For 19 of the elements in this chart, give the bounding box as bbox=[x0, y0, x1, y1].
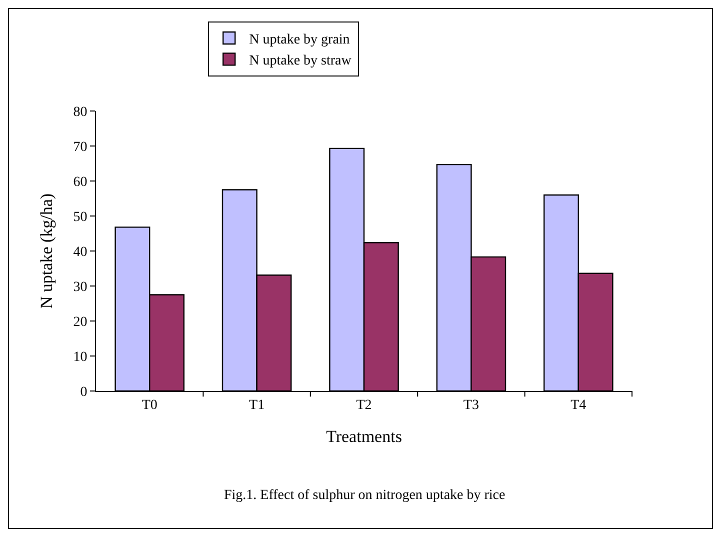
x-tick-label: T3 bbox=[463, 398, 479, 413]
y-tick-label: 70 bbox=[73, 140, 88, 155]
x-tick-label: T0 bbox=[142, 398, 158, 413]
legend-label: N uptake by straw bbox=[249, 54, 352, 69]
y-tick-label: 10 bbox=[73, 350, 88, 365]
y-tick-label: 30 bbox=[73, 280, 88, 295]
y-tick-label: 20 bbox=[73, 314, 88, 330]
x-tick-label: T1 bbox=[249, 398, 265, 413]
x-tick-label: T2 bbox=[356, 398, 372, 413]
y-tick-label: 80 bbox=[73, 104, 88, 120]
y-tick-label: 60 bbox=[73, 174, 88, 190]
caption: Fig.1. Effect of sulphur on nitrogen uptake by rice bbox=[224, 488, 506, 503]
y-tick-label: 40 bbox=[73, 244, 88, 260]
x-tick-label: T4 bbox=[570, 398, 586, 413]
x-axis-title: Treatments bbox=[326, 427, 402, 446]
legend-label: N uptake by grain bbox=[249, 32, 350, 48]
y-tick-label: 0 bbox=[80, 384, 88, 400]
y-tick-label: 50 bbox=[73, 210, 88, 225]
y-axis-title: N uptake (kg/ha) bbox=[37, 193, 56, 309]
